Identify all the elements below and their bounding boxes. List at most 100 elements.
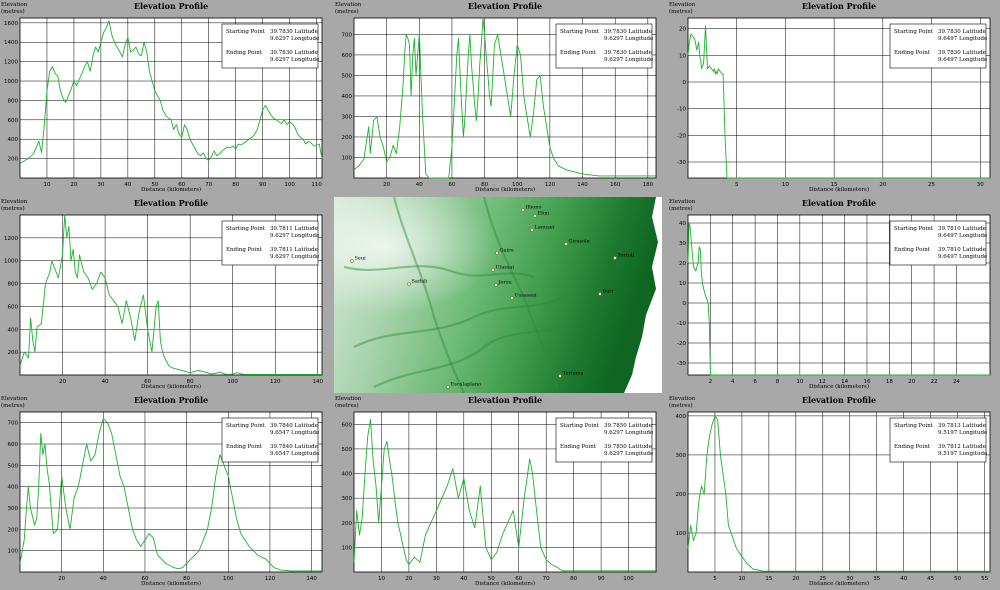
y-tick-label: 200	[8, 157, 19, 163]
x-tick-label: 40	[460, 576, 467, 582]
x-tick-label: 70	[205, 182, 212, 188]
starting-point-longitude: 9.6297 Longitude	[604, 430, 653, 436]
elevation-series-line	[687, 25, 990, 179]
chart-title: Elevation Profile	[134, 395, 208, 405]
ending-point-label: Ending Point	[226, 444, 263, 450]
y-tick-label: 200	[342, 521, 353, 527]
y-axis-label-line2: (metres)	[1, 402, 25, 409]
town-label: Sadali	[412, 279, 428, 285]
valley-shading	[482, 197, 561, 393]
town-label: Bari	[603, 289, 614, 295]
elevation-series-line	[687, 415, 990, 572]
y-axis-label-line1: Elevation	[1, 199, 28, 205]
y-axis-label-line2: (metres)	[669, 205, 693, 212]
elevation-chart-5: Elevation Profile Elevation(metres) Distan…	[668, 197, 996, 393]
town-label: Tortoli	[618, 253, 635, 259]
x-tick-label: 18	[886, 379, 893, 385]
y-axis-label-line1: Elevation	[1, 2, 28, 8]
y-tick-label: 400	[8, 137, 19, 143]
coordinates-box	[555, 417, 653, 463]
ending-point-longitude: 9.6297 Longitude	[604, 451, 653, 457]
town-marker	[494, 283, 498, 287]
x-tick-label: 40	[900, 576, 907, 582]
town-marker	[558, 374, 562, 378]
x-tick-label: 12	[819, 379, 826, 385]
ending-point-latitude: 39.7811 Latitude	[270, 247, 318, 253]
y-tick-label: 20	[679, 27, 686, 33]
town-marker	[613, 256, 617, 260]
town-marker	[510, 296, 514, 300]
town-marker	[407, 282, 411, 286]
x-tick-label: 60	[515, 576, 522, 582]
x-tick-label: 10	[43, 182, 50, 188]
elevation-chart-3: Elevation Profile Elevation(metres) Distan…	[668, 0, 996, 196]
town-marker	[564, 242, 568, 246]
starting-point-label: Starting Point	[226, 423, 266, 429]
x-tick-label: 15	[831, 182, 838, 188]
x-tick-label: 15	[765, 576, 772, 582]
starting-point-longitude: 9.6297 Longitude	[604, 36, 653, 42]
y-axis-label-line2: (metres)	[335, 402, 359, 409]
x-tick-label: 30	[977, 182, 984, 188]
y-tick-label: 200	[342, 135, 353, 141]
ending-point-label: Ending Point	[226, 50, 263, 56]
y-axis-label-line2: (metres)	[335, 8, 359, 15]
ending-point-latitude: 39.7830 Latitude	[270, 50, 318, 56]
y-tick-label: -20	[677, 133, 686, 139]
y-axis-label-line2: (metres)	[1, 8, 25, 15]
x-tick-label: 120	[265, 576, 276, 582]
x-tick-label: 20	[908, 379, 915, 385]
x-tick-label: 60	[144, 379, 151, 385]
ending-point-latitude: 39.7830 Latitude	[938, 50, 986, 56]
coordinates-box	[889, 23, 987, 69]
x-tick-label: 90	[598, 576, 605, 582]
x-tick-label: 80	[183, 576, 190, 582]
x-tick-label: 25	[928, 182, 935, 188]
x-tick-label: 60	[141, 576, 148, 582]
y-axis-label-line1: Elevation	[669, 2, 696, 8]
town-marker	[446, 385, 450, 389]
x-tick-label: 50	[488, 576, 495, 582]
elevation-chart-8: Elevation Profile Elevation(metres) Distan…	[668, 394, 996, 590]
elevation-chart-6: Elevation Profile Elevation(metres) Distan…	[0, 394, 328, 590]
x-tick-label: 80	[570, 576, 577, 582]
coordinates-box	[221, 23, 319, 69]
starting-point-longitude: 9.6497 Longitude	[938, 36, 987, 42]
x-tick-label: 25	[819, 576, 826, 582]
x-tick-label: 100	[227, 379, 238, 385]
starting-point-label: Starting Point	[894, 423, 934, 429]
town-label: Tertenia	[563, 371, 584, 377]
coordinates-box	[889, 417, 987, 463]
elevation-series-line	[19, 20, 323, 164]
y-tick-label: 40	[679, 221, 686, 227]
x-tick-label: 30	[97, 182, 104, 188]
x-tick-label: 40	[100, 576, 107, 582]
elevation-series-line	[19, 214, 322, 375]
coordinates-box	[889, 220, 987, 266]
starting-point-label: Starting Point	[894, 29, 934, 35]
elevation-chart-2: Elevation Profile Elevation(metres) Distan…	[334, 0, 662, 196]
town-marker	[521, 208, 525, 212]
valley-shading	[343, 265, 535, 279]
x-axis-label: Distance (kilometers)	[141, 580, 201, 587]
x-tick-label: 35	[873, 576, 880, 582]
x-tick-label: 20	[58, 576, 65, 582]
x-tick-label: 20	[383, 182, 390, 188]
town-label: Girasole	[569, 239, 590, 245]
y-axis-label-line2: (metres)	[669, 402, 693, 409]
y-tick-label: 100	[342, 155, 353, 161]
y-axis-label-line2: (metres)	[1, 205, 25, 212]
y-tick-label: -10	[677, 107, 686, 113]
y-tick-label: 1200	[4, 60, 18, 66]
chart-title: Elevation Profile	[468, 1, 542, 11]
town-label: Elini	[538, 211, 550, 217]
x-tick-label: 120	[545, 182, 556, 188]
town-label: Ulassai	[496, 265, 515, 271]
x-tick-label: 10	[796, 379, 803, 385]
starting-point-latitude: 39.7811 Latitude	[270, 226, 318, 232]
y-tick-label: 600	[8, 304, 19, 310]
y-tick-label: 700	[342, 32, 353, 38]
ending-point-longitude: 9.6497 Longitude	[938, 254, 987, 260]
x-tick-label: 10	[738, 576, 745, 582]
valley-shading	[353, 296, 565, 348]
